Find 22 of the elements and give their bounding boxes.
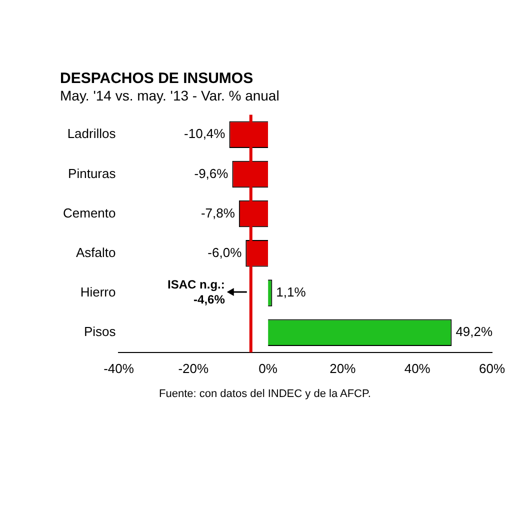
data-label: -10,4%: [184, 126, 226, 142]
chart-title: DESPACHOS DE INSUMOS: [60, 70, 254, 88]
y-tick-label: Cemento: [63, 205, 116, 220]
y-tick-label: Asfalto: [76, 244, 116, 260]
x-tick-label: 60%: [478, 360, 506, 376]
y-tick-label: Pinturas: [68, 166, 116, 181]
x-tick-label: -40%: [104, 360, 134, 376]
y-tick-label: Ladrillos: [67, 126, 116, 142]
data-label: -6,0%: [208, 244, 242, 260]
y-tick-label: Hierro: [80, 284, 116, 300]
x-tick-label: 0%: [258, 360, 278, 376]
chart-subtitle: May. '14 vs. may. '13 - Var. % anual: [60, 87, 280, 104]
data-label: -7,8%: [200, 205, 236, 220]
ref-line-label: ISAC n.g.: -4,6%: [168, 277, 226, 306]
data-label: 49,2%: [456, 324, 493, 340]
source-note: Fuente: con datos del INDEC y de la AFCP.: [158, 388, 372, 400]
x-tick-label: -20%: [178, 360, 210, 376]
y-tick-label: Pisos: [84, 324, 116, 340]
data-label: 1,1%: [276, 284, 306, 300]
data-label: -9,6%: [194, 166, 229, 181]
x-tick-label: 40%: [404, 360, 431, 376]
x-tick-label: 20%: [330, 360, 356, 376]
